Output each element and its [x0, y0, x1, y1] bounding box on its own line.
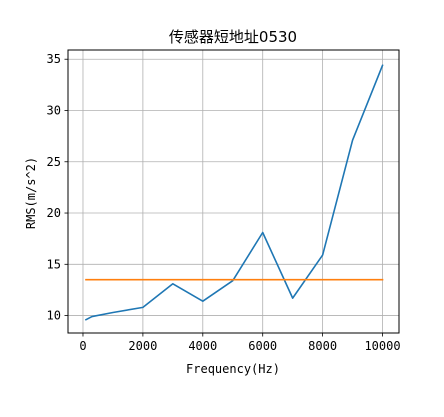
chart-title: 传感器短地址0530 [169, 28, 297, 46]
axis-ticks: 0 2000 4000 6000 8000 10000 10 15 20 25 30 35 [47, 52, 401, 353]
y-axis-label: RMS(m/s^2) [24, 157, 38, 229]
grid [68, 50, 399, 333]
x-tick-label: 4000 [188, 339, 217, 353]
y-tick-label: 35 [47, 52, 61, 66]
x-tick-label: 0 [79, 339, 86, 353]
series-group [84, 64, 384, 321]
y-tick-label: 30 [47, 103, 61, 117]
series-line-0 [84, 64, 384, 321]
x-tick-label: 6000 [248, 339, 277, 353]
x-tick-label: 10000 [364, 339, 400, 353]
x-tick-label: 8000 [308, 339, 337, 353]
y-tick-label: 10 [47, 309, 61, 323]
x-tick-label: 2000 [128, 339, 157, 353]
x-axis-label: Frequency(Hz) [186, 362, 280, 376]
plot-frame [67, 49, 400, 334]
y-tick-label: 25 [47, 155, 61, 169]
y-tick-label: 20 [47, 206, 61, 220]
y-tick-label: 15 [47, 257, 61, 271]
